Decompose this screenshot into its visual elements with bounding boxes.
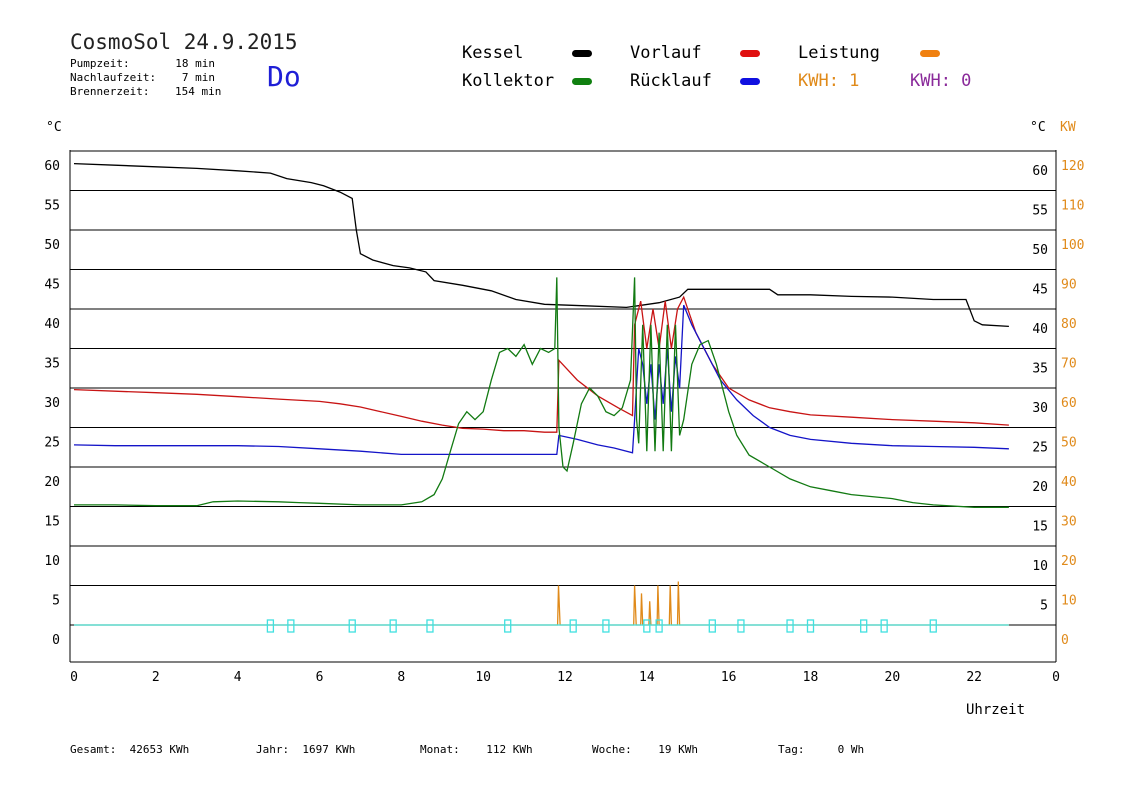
pump-marker <box>426 619 434 633</box>
pump-marker <box>806 619 815 633</box>
footer-monat: Monat: 112 KWh <box>420 743 533 756</box>
pump-marker <box>266 619 275 633</box>
legend-ruecklauf: Rücklauf <box>630 71 712 91</box>
y-tick-right: 60 <box>1032 164 1048 179</box>
y-tick-left: 0 <box>52 633 60 648</box>
y-tick-kw: 80 <box>1061 317 1077 332</box>
x-axis-label: Uhrzeit <box>966 702 1025 718</box>
y-tick-kw: 90 <box>1061 278 1077 293</box>
x-tick-label: 0 <box>70 670 78 685</box>
legend-leistung: Leistung <box>798 43 880 63</box>
x-tick-label: 2 <box>152 670 160 685</box>
legend-vorlauf: Vorlauf <box>630 43 702 63</box>
y-tick-left: 20 <box>44 475 60 490</box>
footer-tag: Tag: 0 Wh <box>778 743 865 756</box>
footer-jahr: Jahr: 1697 KWh <box>256 743 356 756</box>
x-tick-label: 4 <box>234 670 242 685</box>
y-tick-left: 50 <box>44 238 60 253</box>
series-line-vorlauf <box>73 295 1009 433</box>
legend-kollektor-swatch <box>572 78 592 85</box>
pump-marker <box>860 619 868 633</box>
footer-gesamt: Gesamt: 42653 KWh <box>70 743 190 756</box>
y-tick-kw: 120 <box>1061 159 1084 174</box>
x-tick-label: 8 <box>397 670 405 685</box>
y-axis-label-right: °C <box>1030 120 1046 135</box>
x-tick-label: 12 <box>557 670 573 685</box>
legend-ruecklauf-swatch <box>740 78 760 85</box>
y-tick-left: 55 <box>44 199 60 214</box>
y-tick-right: 45 <box>1032 283 1048 298</box>
y-tick-left: 15 <box>44 515 60 530</box>
series-line-kollektor <box>74 277 1009 508</box>
chart-title: CosmoSol 24.9.2015 <box>70 30 298 54</box>
stat-pumpzeit: Pumpzeit: 18 min <box>70 57 215 70</box>
pump-marker <box>348 619 356 633</box>
pump-marker <box>389 619 397 633</box>
y-tick-right: 30 <box>1032 401 1048 416</box>
y-tick-kw: 70 <box>1061 357 1077 372</box>
y-tick-right: 35 <box>1032 362 1048 377</box>
legend-kwh-1: KWH: 1 <box>798 71 860 91</box>
y-tick-left: 10 <box>44 554 60 569</box>
y-tick-kw: 100 <box>1061 238 1084 253</box>
y-tick-kw: 60 <box>1061 396 1077 411</box>
pump-marker <box>708 619 716 633</box>
y-tick-right: 20 <box>1032 480 1048 495</box>
x-tick-label: 0 <box>1052 670 1060 685</box>
legend-leistung-swatch <box>920 50 940 57</box>
y-tick-left: 35 <box>44 357 60 372</box>
pump-marker <box>569 619 577 633</box>
y-tick-kw: 40 <box>1061 475 1077 490</box>
y-tick-left: 60 <box>44 159 60 174</box>
y-tick-right: 5 <box>1040 599 1048 614</box>
x-tick-label: 18 <box>803 670 819 685</box>
weekday-label: Do <box>267 60 301 93</box>
x-tick-label: 14 <box>639 670 655 685</box>
x-tick-label: 16 <box>721 670 737 685</box>
footer-woche: Woche: 19 KWh <box>592 743 698 756</box>
pump-marker <box>786 619 794 633</box>
pump-marker <box>929 619 937 633</box>
pump-marker <box>287 619 295 633</box>
y-tick-right: 25 <box>1032 441 1048 456</box>
y-tick-kw: 20 <box>1061 554 1077 569</box>
x-tick-label: 6 <box>316 670 324 685</box>
y-tick-left: 5 <box>52 594 60 609</box>
x-tick-label: 20 <box>885 670 901 685</box>
y-tick-kw: 30 <box>1061 515 1077 530</box>
legend-kessel: Kessel <box>462 43 524 63</box>
legend-kwh-0: KWH: 0 <box>910 71 972 91</box>
y-tick-right: 50 <box>1032 243 1048 258</box>
series-line-kessel <box>73 162 1009 328</box>
y-tick-kw: 10 <box>1061 594 1077 609</box>
pump-marker <box>643 619 651 633</box>
y-tick-kw: 0 <box>1061 633 1069 648</box>
y-tick-right: 15 <box>1032 520 1048 535</box>
x-tick-label: 22 <box>966 670 982 685</box>
y-axis-label-left: °C <box>46 120 62 135</box>
y-tick-kw: 50 <box>1061 436 1077 451</box>
legend-vorlauf-swatch <box>740 50 760 57</box>
y-tick-left: 45 <box>44 278 60 293</box>
y-tick-right: 55 <box>1032 204 1048 219</box>
pump-marker <box>602 619 610 633</box>
y-tick-right: 10 <box>1032 559 1048 574</box>
pump-marker <box>737 619 745 633</box>
pump-marker <box>504 619 512 633</box>
series-line-leistung <box>74 581 1009 626</box>
pump-marker <box>880 619 888 633</box>
x-tick-label: 10 <box>475 670 491 685</box>
y-axis-label-kw: KW <box>1060 120 1076 135</box>
y-tick-left: 40 <box>44 317 60 332</box>
legend-kollektor: Kollektor <box>462 71 555 91</box>
pump-marker <box>655 619 663 633</box>
y-tick-left: 25 <box>44 436 60 451</box>
y-tick-kw: 110 <box>1061 199 1084 214</box>
y-tick-right: 40 <box>1032 322 1048 337</box>
stat-nachlaufzeit: Nachlaufzeit: 7 min <box>70 71 215 84</box>
y-tick-left: 30 <box>44 396 60 411</box>
legend-kessel-swatch <box>572 50 592 57</box>
